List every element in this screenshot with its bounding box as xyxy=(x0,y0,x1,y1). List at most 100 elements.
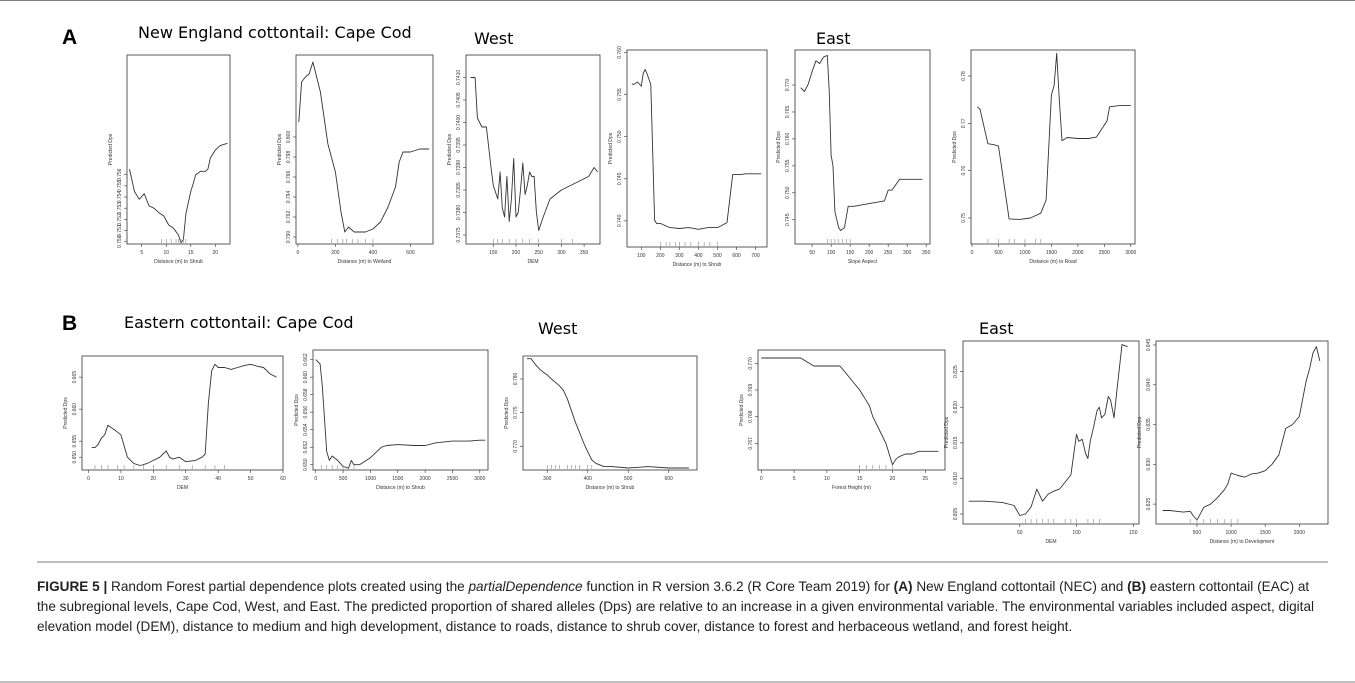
y-tick-label: 0.780 xyxy=(513,372,519,385)
y-tick-label: 0.7395 xyxy=(456,137,462,153)
title-a-west: West xyxy=(474,29,513,48)
y-tick-label: 0.660 xyxy=(72,403,78,416)
title-b-east: East xyxy=(979,319,1014,338)
plot-frame xyxy=(1155,340,1329,525)
x-axis-label: DEM xyxy=(1045,539,1056,545)
y-tick-label: 0.77 xyxy=(961,118,967,128)
x-tick-label: 2500 xyxy=(1099,250,1110,256)
x-tick-label: 300 xyxy=(543,476,552,482)
x-tick-label: 20 xyxy=(213,250,219,256)
caption-ref-a: (A) xyxy=(893,579,913,594)
x-tick-label: 1000 xyxy=(1226,530,1237,536)
x-tick-label: 200 xyxy=(865,250,874,256)
x-tick-label: 100 xyxy=(637,253,646,259)
x-tick-label: 0 xyxy=(314,476,317,482)
x-tick-label: 600 xyxy=(665,476,674,482)
plot-A2: 0 200 400 600 0.790 0.792 0.794 0.796 0.798 0.800… xyxy=(277,54,434,265)
x-tick-label: 350 xyxy=(922,250,931,256)
x-axis-label: Distance (m) to Wetland xyxy=(338,259,392,265)
plot-frame xyxy=(312,349,489,471)
series-line xyxy=(527,358,689,469)
y-tick-label: 0.753 xyxy=(117,202,123,215)
y-tick-label: 0.825 xyxy=(1146,498,1152,511)
y-tick-label: 0.820 xyxy=(953,401,959,414)
caption-part-2: function in R version 3.6.2 (R Core Team… xyxy=(582,579,894,594)
x-tick-label: 150 xyxy=(489,250,498,256)
y-tick-label: 0.76 xyxy=(961,166,967,176)
caption-function-name: partialDependence xyxy=(468,579,583,594)
x-tick-label: 600 xyxy=(732,253,741,259)
plot-frame xyxy=(626,49,768,248)
title-b-capecod: Eastern cottontail: Cape Cod xyxy=(124,313,354,332)
plot-B4: 0 5 10 15 20 25 0.767 0.768 0.769 0.770 Forest Hei… xyxy=(739,349,946,491)
y-tick-label: 0.745 xyxy=(617,172,623,185)
y-tick-label: 0.794 xyxy=(286,191,292,204)
x-tick-label: 0 xyxy=(87,476,90,482)
series-line xyxy=(470,77,599,231)
y-tick-label: 0.765 xyxy=(785,105,791,118)
y-tick-label: 0.815 xyxy=(953,436,959,449)
x-tick-label: 150 xyxy=(1129,530,1138,536)
y-tick-label: 0.7385 xyxy=(456,182,462,198)
x-tick-label: 2500 xyxy=(447,476,458,482)
x-tick-label: 300 xyxy=(675,253,684,259)
plot-A4: 100 200 300 400 500 600 700 0.740 0.745 0.750 0.75… xyxy=(608,46,768,268)
y-tick-label: 0.810 xyxy=(953,472,959,485)
y-axis-label: Predicted Dps xyxy=(447,133,453,165)
plot-frame xyxy=(126,54,231,245)
y-axis-label: Predicted Dps xyxy=(739,394,745,426)
x-tick-label: 1000 xyxy=(1019,250,1030,256)
panel-label-b: B xyxy=(62,312,77,335)
x-tick-label: 250 xyxy=(884,250,893,256)
x-tick-label: 500 xyxy=(1193,530,1202,536)
series-line xyxy=(91,363,277,466)
x-axis-label: Distance (m) to Shrub xyxy=(586,485,635,491)
x-tick-label: 50 xyxy=(1017,530,1023,536)
y-tick-label: 0.78 xyxy=(961,71,967,81)
y-tick-label: 0.662 xyxy=(303,353,309,366)
plot-frame xyxy=(465,54,601,245)
x-tick-label: 500 xyxy=(624,476,633,482)
plot-frame xyxy=(295,54,434,245)
y-tick-label: 0.655 xyxy=(72,435,78,448)
x-tick-label: 50 xyxy=(248,476,254,482)
plot-A6: 0 500 1000 1500 2000 2500 3000 0.75 0.76 0.77 0.78… xyxy=(952,49,1137,265)
x-axis-label: DEM xyxy=(177,485,188,491)
x-tick-label: 200 xyxy=(331,250,340,256)
y-tick-label: 0.796 xyxy=(286,171,292,184)
x-tick-label: 1500 xyxy=(1260,530,1271,536)
plot-B1: 0 10 20 30 40 50 60 0.650 0.655 0.660 0.665 DEM Pred… xyxy=(63,355,286,491)
y-axis-label: Predicted Dps xyxy=(1137,416,1143,448)
y-tick-label: 0.652 xyxy=(303,441,309,454)
series-line xyxy=(315,359,486,469)
x-tick-label: 400 xyxy=(584,476,593,482)
plot-A1: 5 10 15 20 0.7500.7510.7520.7530.7540.7550.7… xyxy=(108,54,231,265)
y-axis-label: Predicted Dps xyxy=(108,133,114,165)
x-tick-label: 0 xyxy=(296,250,299,256)
y-tick-label: 0.7405 xyxy=(456,92,462,108)
plot-A3: 150 200 250 300 350 0.7375 0.7380 0.7385 0.7390 0… xyxy=(447,54,601,265)
y-axis-label: Predicted Dps xyxy=(294,394,300,426)
y-tick-label: 0.7390 xyxy=(456,160,462,176)
y-tick-label: 0.845 xyxy=(1146,339,1152,352)
x-tick-label: 100 xyxy=(1072,530,1081,536)
x-tick-label: 20 xyxy=(890,476,896,482)
title-a-capecod: New England cottontail: Cape Cod xyxy=(138,23,412,42)
y-tick-label: 0.654 xyxy=(303,423,309,436)
plot-A5: 50 100 150 200 250 300 350 0.745 0.750 0.755 0.760… xyxy=(776,49,931,265)
y-tick-label: 0.755 xyxy=(117,179,123,192)
title-a-east: East xyxy=(816,29,851,48)
x-tick-label: 300 xyxy=(903,250,912,256)
y-tick-label: 0.754 xyxy=(117,191,123,204)
y-tick-label: 0.740 xyxy=(617,214,623,227)
y-tick-label: 0.750 xyxy=(617,130,623,143)
y-tick-label: 0.755 xyxy=(617,88,623,101)
y-axis-label: Predicted Dps xyxy=(776,131,782,163)
y-axis-label: Predicted Dps xyxy=(608,132,614,164)
plot-frame xyxy=(81,355,284,471)
x-tick-label: 60 xyxy=(280,476,286,482)
y-axis-label: Predicted Dps xyxy=(952,131,958,163)
x-tick-label: 3000 xyxy=(474,476,485,482)
y-tick-label: 0.752 xyxy=(117,213,123,226)
